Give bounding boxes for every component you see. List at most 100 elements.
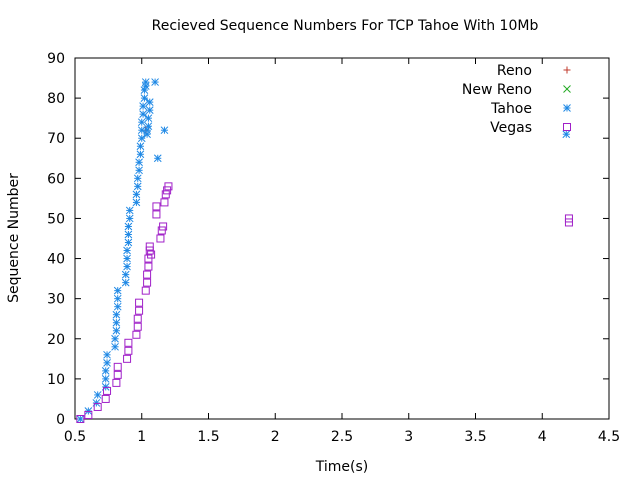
tahoe-point bbox=[101, 375, 110, 383]
vegas-point bbox=[133, 322, 142, 331]
tahoe-point bbox=[111, 334, 119, 343]
y-tick-label: 50 bbox=[47, 211, 65, 227]
vegas-point bbox=[101, 394, 110, 403]
vegas-point bbox=[144, 262, 153, 271]
vegas-point bbox=[152, 202, 161, 211]
tahoe-point bbox=[140, 94, 149, 102]
tahoe-point bbox=[145, 106, 154, 114]
vegas-point bbox=[152, 210, 161, 219]
legend-marker-reno bbox=[563, 66, 571, 74]
vegas-point bbox=[135, 298, 144, 307]
chart-title: Recieved Sequence Numbers For TCP Tahoe … bbox=[152, 18, 539, 34]
x-tick-label: 4 bbox=[538, 429, 547, 445]
tahoe-point bbox=[562, 130, 571, 139]
tahoe-point bbox=[123, 262, 131, 271]
tahoe-point bbox=[103, 358, 111, 367]
tahoe-point bbox=[135, 166, 143, 175]
vegas-point bbox=[145, 246, 154, 255]
legend: Reno New Reno Tahoe Vegas bbox=[462, 63, 571, 136]
legend-label-reno: Reno bbox=[497, 63, 532, 79]
x-tick-label: 2 bbox=[271, 429, 280, 445]
tahoe-point bbox=[137, 118, 146, 127]
x-tick-label: 2.5 bbox=[331, 429, 353, 445]
vegas-point bbox=[113, 362, 122, 371]
tahoe-point bbox=[133, 174, 142, 183]
vegas-point bbox=[163, 186, 172, 195]
tahoe-point bbox=[113, 302, 122, 311]
tahoe-point bbox=[112, 326, 121, 335]
tahoe-point bbox=[123, 246, 131, 255]
vegas-point bbox=[143, 270, 152, 279]
tahoe-point bbox=[124, 230, 133, 239]
legend-label-tahoe: Tahoe bbox=[490, 101, 532, 117]
y-tick-label: 40 bbox=[47, 252, 65, 268]
tahoe-point bbox=[139, 110, 147, 119]
y-tick-label: 30 bbox=[47, 292, 65, 308]
y-tick-label: 0 bbox=[56, 412, 65, 428]
legend-marker-new-reno bbox=[563, 85, 571, 93]
vegas-point bbox=[103, 386, 112, 395]
tahoe-point bbox=[132, 190, 141, 199]
x-tick-label: 0.5 bbox=[64, 429, 86, 445]
vegas-point bbox=[159, 222, 168, 231]
tahoe-point bbox=[132, 198, 141, 207]
tahoe-point bbox=[136, 150, 145, 159]
tahoe-point bbox=[125, 206, 134, 215]
y-tick-label: 60 bbox=[47, 171, 65, 187]
axis-ticks: 0.5 1 1.5 2 2.5 3 3.5 4 4.5 0 10 20 30 40 50 60 70 80 90 bbox=[47, 51, 620, 445]
tahoe-point bbox=[103, 350, 111, 359]
tahoe-point bbox=[113, 294, 122, 303]
tahoe-point bbox=[111, 342, 119, 351]
vegas-point bbox=[564, 214, 573, 223]
x-tick-label: 4.5 bbox=[598, 429, 620, 445]
y-tick-label: 90 bbox=[47, 51, 65, 67]
tahoe-point bbox=[101, 367, 110, 375]
tahoe-point bbox=[76, 415, 85, 423]
tahoe-point bbox=[153, 154, 162, 163]
tahoe-point bbox=[124, 222, 133, 231]
x-tick-label: 3.5 bbox=[464, 429, 486, 445]
vegas-point bbox=[76, 415, 85, 423]
vegas-point bbox=[135, 306, 144, 315]
vegas-point bbox=[124, 338, 133, 347]
tahoe-point bbox=[139, 102, 147, 110]
tahoe-point bbox=[151, 78, 159, 86]
tahoe-point bbox=[144, 114, 153, 123]
tahoe-point bbox=[123, 254, 131, 263]
legend-marker-tahoe bbox=[563, 104, 571, 112]
vegas-point bbox=[147, 250, 156, 259]
y-axis-label: Sequence Number bbox=[6, 173, 22, 303]
vegas-point bbox=[164, 182, 173, 191]
data-points bbox=[76, 78, 573, 423]
vegas-point bbox=[112, 378, 121, 387]
x-tick-label: 1.5 bbox=[197, 429, 219, 445]
tahoe-point bbox=[141, 78, 150, 86]
vegas-point bbox=[141, 286, 150, 295]
x-axis-label: Time(s) bbox=[315, 459, 368, 475]
vegas-point bbox=[93, 402, 102, 411]
tahoe-point bbox=[160, 126, 169, 135]
vegas-point bbox=[161, 190, 170, 199]
legend-label-new-reno: New Reno bbox=[462, 82, 532, 98]
x-tick-label: 1 bbox=[137, 429, 146, 445]
vegas-point bbox=[160, 198, 169, 207]
vegas-point bbox=[143, 278, 152, 287]
tahoe-point bbox=[121, 278, 130, 287]
tahoe-point bbox=[124, 238, 133, 247]
tahoe-point bbox=[144, 122, 153, 131]
y-tick-label: 70 bbox=[47, 131, 65, 147]
vegas-point bbox=[132, 330, 141, 339]
tahoe-point bbox=[112, 318, 121, 327]
vegas-point bbox=[124, 346, 133, 355]
vegas-point bbox=[144, 254, 153, 263]
tahoe-point bbox=[137, 134, 146, 143]
tahoe-point bbox=[145, 98, 154, 106]
y-tick-label: 10 bbox=[47, 372, 65, 388]
tahoe-point bbox=[93, 391, 102, 399]
tahoe-point bbox=[113, 286, 122, 295]
legend-label-vegas: Vegas bbox=[490, 120, 532, 136]
tahoe-point bbox=[121, 270, 130, 279]
tahoe-point bbox=[133, 182, 142, 191]
legend-marker-vegas bbox=[563, 123, 571, 131]
